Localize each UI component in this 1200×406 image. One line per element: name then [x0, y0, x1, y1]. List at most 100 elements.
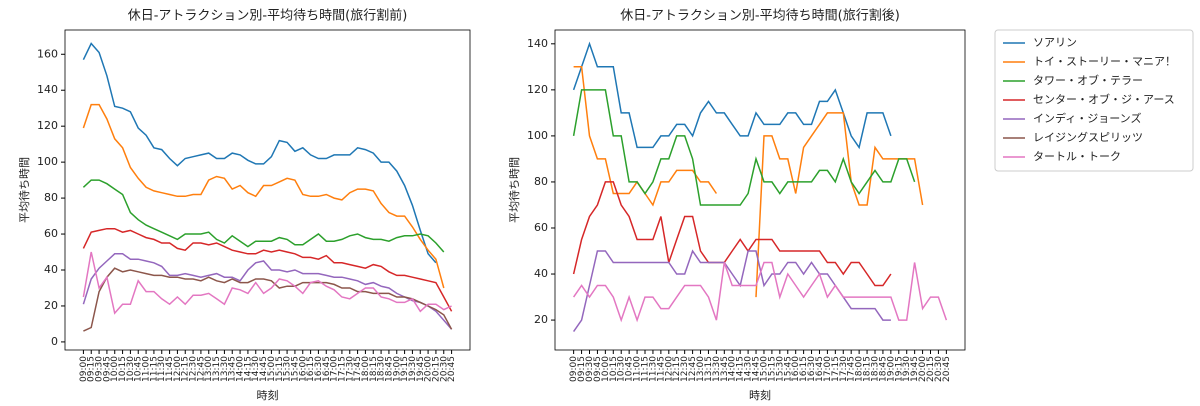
x-tick-label: 11:15 [149, 356, 159, 382]
x-tick-label: 13:00 [204, 356, 214, 382]
x-axis-label: 時刻 [749, 388, 771, 402]
x-tick-label: 17:15 [831, 356, 841, 382]
x-tick-label: 10:30 [617, 356, 627, 382]
x-tick-label: 20:15 [926, 356, 936, 382]
x-tick-label: 19:00 [886, 356, 896, 382]
x-tick-label: 19:15 [400, 356, 410, 382]
y-tick-label: 100 [37, 155, 58, 168]
legend-label: タワー・オブ・テラー [1033, 73, 1143, 87]
series-line [82, 253, 453, 330]
x-tick-label: 15:15 [275, 356, 285, 382]
x-tick-label: 19:30 [408, 356, 418, 382]
x-tick-label: 10:45 [134, 356, 144, 382]
x-tick-label: 11:30 [648, 356, 658, 382]
x-tick-label: 12:45 [196, 356, 206, 382]
x-tick-label: 17:30 [839, 356, 849, 382]
y-axis-label: 平均待ち時間 [17, 157, 31, 223]
x-tick-label: 13:15 [212, 356, 222, 382]
x-tick-label: 10:30 [126, 356, 136, 382]
x-tick-label: 14:45 [752, 356, 762, 382]
x-tick-label: 16:30 [314, 356, 324, 382]
x-tick-label: 18:15 [369, 356, 379, 382]
x-tick-label: 11:45 [656, 356, 666, 382]
y-tick-label: 60 [534, 221, 548, 234]
x-tick-label: 13:45 [720, 356, 730, 382]
y-tick-label: 20 [534, 313, 548, 326]
x-tick-label: 13:15 [704, 356, 714, 382]
x-tick-label: 11:30 [157, 356, 167, 382]
x-tick-label: 09:30 [95, 356, 105, 382]
x-tick-label: 19:45 [416, 356, 426, 382]
y-axis-label: 平均待ち時間 [507, 157, 521, 223]
legend-label: トイ・ストーリー・マニア！ [1033, 55, 1176, 68]
x-tick-label: 13:45 [228, 356, 238, 382]
series-line [572, 181, 892, 287]
x-tick-label: 09:45 [102, 356, 112, 382]
x-tick-label: 10:00 [601, 356, 611, 382]
x-tick-label: 19:45 [910, 356, 920, 382]
x-tick-label: 16:45 [322, 356, 332, 382]
x-tick-label: 10:15 [609, 356, 619, 382]
plot-frame [64, 29, 471, 351]
x-tick-label: 16:00 [298, 356, 308, 382]
series-line [82, 103, 445, 289]
x-tick-label: 18:45 [384, 356, 394, 382]
x-tick-label: 09:00 [79, 356, 89, 382]
x-tick-label: 19:30 [902, 356, 912, 382]
x-tick-label: 12:15 [672, 356, 682, 382]
x-tick-label: 14:00 [728, 356, 738, 382]
series-line [82, 42, 437, 264]
x-tick-label: 11:15 [641, 356, 651, 382]
x-tick-label: 14:30 [251, 356, 261, 382]
x-tick-label: 13:30 [712, 356, 722, 382]
y-tick-label: 40 [534, 267, 548, 280]
x-tick-label: 12:00 [664, 356, 674, 382]
x-tick-label: 15:45 [783, 356, 793, 382]
x-tick-label: 17:15 [337, 356, 347, 382]
x-tick-label: 13:30 [220, 356, 230, 382]
series-line [82, 251, 452, 315]
x-tick-label: 17:45 [847, 356, 857, 382]
x-tick-label: 14:15 [243, 356, 253, 382]
x-tick-label: 09:00 [569, 356, 579, 382]
x-tick-label: 20:30 [439, 356, 449, 382]
x-tick-label: 18:30 [870, 356, 880, 382]
x-tick-label: 18:00 [855, 356, 865, 382]
x-tick-label: 11:00 [633, 356, 643, 382]
x-tick-label: 09:45 [593, 356, 603, 382]
x-tick-label: 18:30 [377, 356, 387, 382]
y-tick-label: 60 [44, 227, 58, 240]
x-tick-label: 12:15 [181, 356, 191, 382]
x-tick-label: 20:15 [431, 356, 441, 382]
x-tick-label: 14:15 [736, 356, 746, 382]
y-tick-label: 40 [44, 263, 58, 276]
legend-label: ソアリン [1033, 36, 1077, 49]
x-tick-label: 18:15 [863, 356, 873, 382]
y-tick-label: 140 [37, 83, 58, 96]
x-tick-label: 10:15 [118, 356, 128, 382]
x-tick-label: 12:45 [688, 356, 698, 382]
x-tick-label: 19:00 [392, 356, 402, 382]
x-tick-label: 17:30 [345, 356, 355, 382]
x-tick-label: 14:00 [236, 356, 246, 382]
x-tick-label: 14:45 [259, 356, 269, 382]
legend-label: センター・オブ・ジ・アース [1033, 92, 1175, 106]
x-tick-label: 16:30 [807, 356, 817, 382]
x-tick-label: 10:45 [625, 356, 635, 382]
x-tick-label: 11:45 [165, 356, 175, 382]
x-tick-label: 20:00 [918, 356, 928, 382]
y-tick-label: 80 [44, 191, 58, 204]
chart-title: 休日-アトラクション別-平均待ち時間(旅行割前) [128, 8, 408, 24]
y-tick-label: 100 [527, 129, 548, 142]
y-tick-label: 120 [527, 83, 548, 96]
x-tick-label: 15:30 [283, 356, 293, 382]
x-tick-label: 16:15 [799, 356, 809, 382]
chart-title: 休日-アトラクション別-平均待ち時間(旅行割後) [620, 8, 900, 24]
x-tick-label: 15:15 [767, 356, 777, 382]
series-line [82, 179, 445, 253]
series-line [572, 89, 916, 206]
y-tick-label: 0 [51, 335, 58, 348]
x-tick-label: 12:30 [680, 356, 690, 382]
